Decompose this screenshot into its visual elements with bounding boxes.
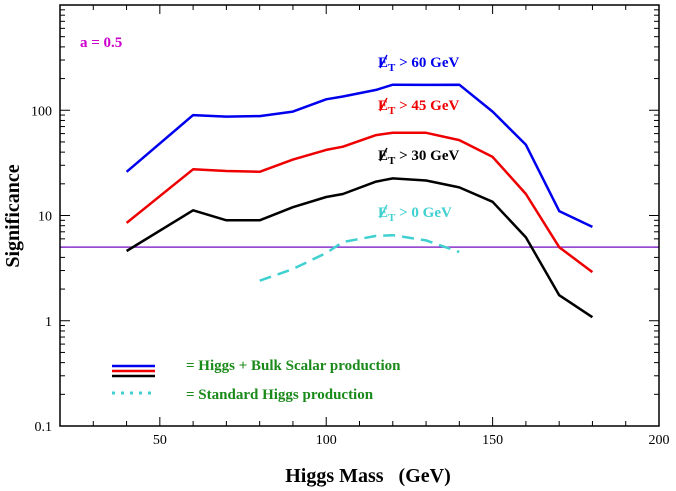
legend-text-standard-higgs: = Standard Higgs production: [186, 387, 374, 403]
met-slash: [379, 54, 388, 69]
legend-text-bulk-scalar: = Higgs + Bulk Scalar production: [186, 358, 401, 374]
y-tick-label: 10: [38, 210, 52, 225]
data-series: [125, 83, 594, 319]
x-tick-label: 150: [482, 433, 503, 448]
met-slash: [379, 97, 388, 112]
y-tick-label: 0.1: [35, 420, 53, 435]
x-axis-title: Higgs Mass (GeV): [285, 465, 451, 487]
x-tick-label: 100: [316, 433, 337, 448]
y-axis-title: Significance: [2, 164, 24, 267]
series-line-1: [125, 131, 594, 274]
curve-labels: ET > 60 GeVET > 45 GeVET > 30 GeVET > 0 …: [378, 54, 459, 224]
y-tick-label: 100: [31, 104, 52, 119]
plot-frame: [59, 4, 660, 427]
met-slash: [379, 204, 388, 219]
x-tick-label: 200: [649, 433, 670, 448]
x-tick-label: 50: [153, 433, 167, 448]
series-line-0: [125, 83, 593, 229]
y-tick-label: 1: [45, 315, 52, 330]
tick-labels: 50 100 150 200 0.1 1 10 100: [31, 104, 670, 448]
series-line-3: [259, 233, 460, 282]
met-slash: [379, 147, 388, 162]
legend: = Higgs + Bulk Scalar production = Stand…: [112, 358, 401, 403]
parameter-label: a = 0.5: [80, 35, 122, 51]
series-line-2: [125, 177, 594, 319]
